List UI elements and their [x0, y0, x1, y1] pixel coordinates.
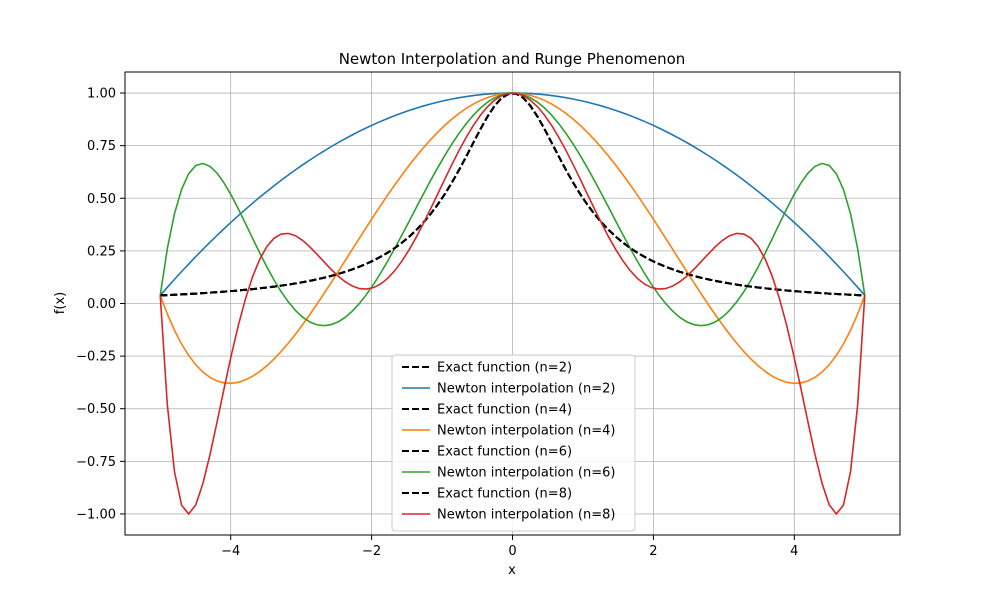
x-tick-label: −4 [221, 544, 240, 559]
x-tick-label: 2 [649, 544, 657, 559]
y-tick-label: 0.25 [87, 244, 116, 259]
legend-entry: Exact function (n=4) [437, 403, 572, 418]
y-tick-label: −0.75 [76, 455, 116, 470]
series-line-7 [159, 92, 866, 516]
y-axis-label: f(x) [53, 292, 68, 314]
y-tick-label: −1.00 [76, 507, 116, 522]
legend-entry: Exact function (n=6) [437, 445, 572, 460]
chart-title: Newton Interpolation and Runge Phenomeno… [339, 50, 686, 68]
y-tick-label: −0.25 [76, 350, 116, 365]
legend-entry: Newton interpolation (n=2) [437, 382, 615, 397]
axis-ticks: −4 −2 0 2 4 −1.00 −0.75 −0.50 −0.25 0.00 0.25 0.50 0… [76, 87, 798, 559]
y-tick-label: 1.00 [87, 87, 116, 102]
y-tick-label: −0.50 [76, 402, 116, 417]
y-tick-label: 0.00 [87, 297, 116, 312]
x-tick-label: −2 [362, 544, 381, 559]
legend-entry: Exact function (n=2) [437, 361, 572, 376]
plot-series [159, 92, 866, 516]
legend-box [391, 354, 636, 532]
x-tick-label: 0 [508, 544, 516, 559]
x-axis-label: x [508, 563, 516, 578]
legend-entry: Newton interpolation (n=6) [437, 466, 615, 481]
y-tick-label: 0.75 [87, 139, 116, 154]
legend: Exact function (n=2) Newton interpolation… [391, 354, 636, 532]
legend-entry: Newton interpolation (n=4) [437, 424, 615, 439]
legend-entry: Newton interpolation (n=8) [437, 508, 615, 523]
legend-entry: Exact function (n=8) [437, 487, 572, 502]
x-tick-label: 4 [790, 544, 798, 559]
y-tick-label: 0.50 [87, 192, 116, 207]
